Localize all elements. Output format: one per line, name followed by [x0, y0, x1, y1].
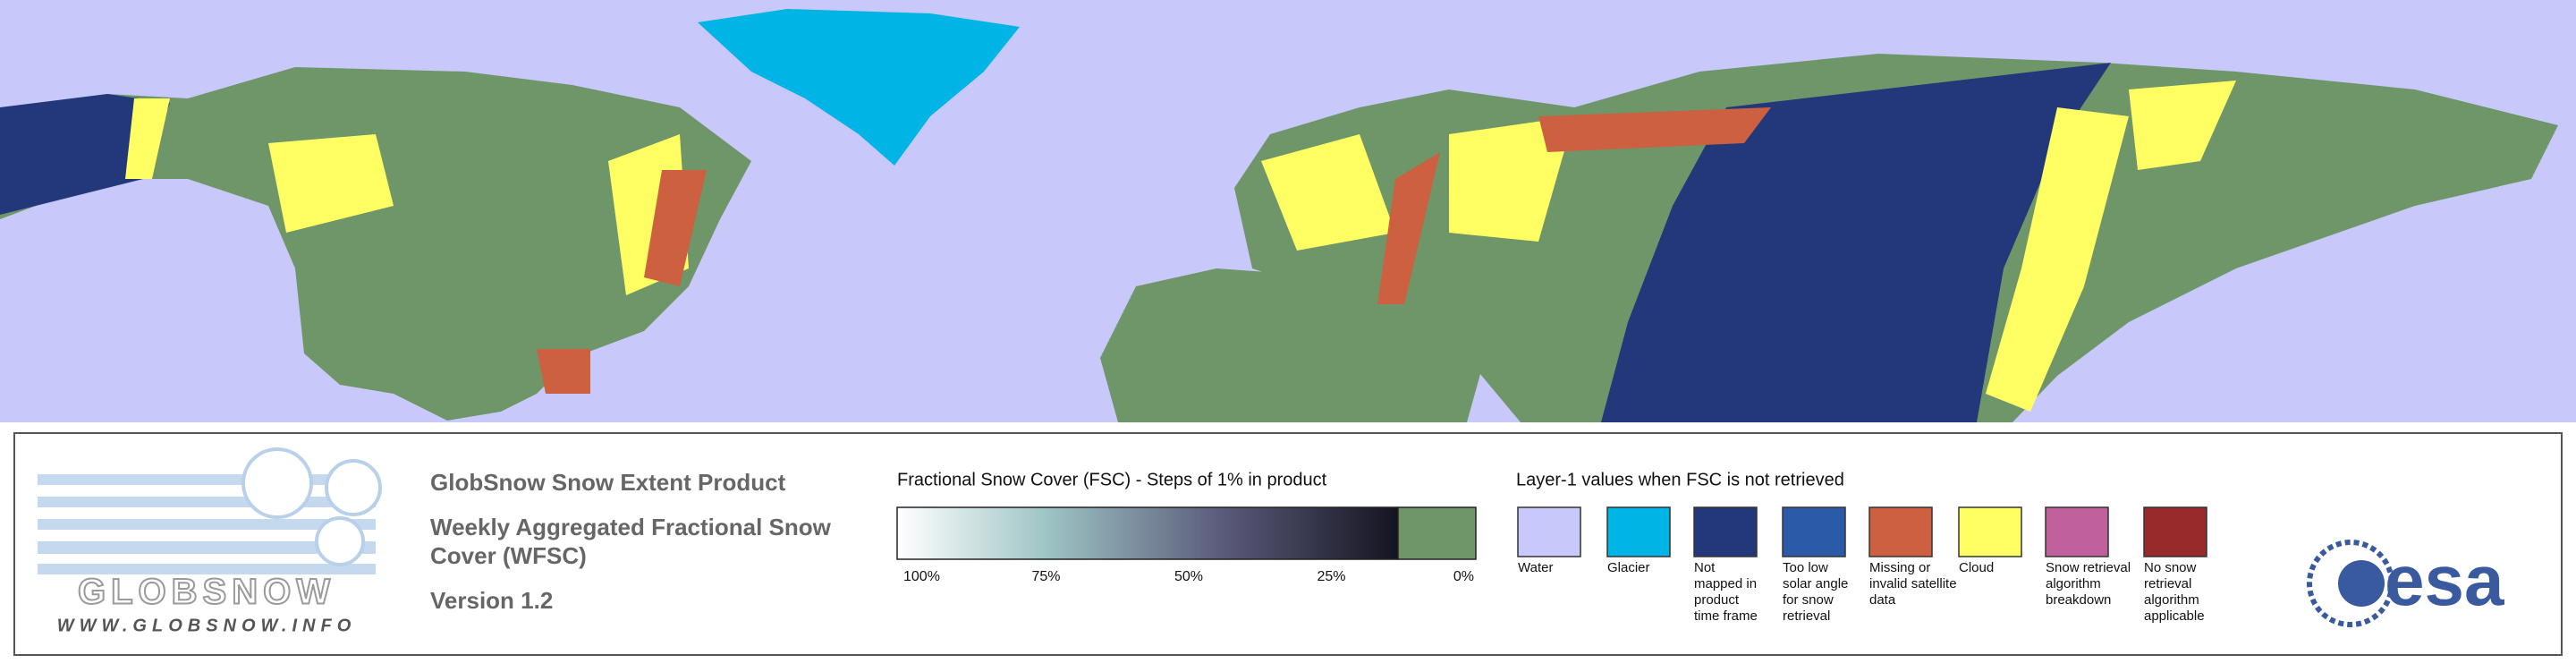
- logo-stripe: [38, 564, 376, 574]
- esa-wordmark: esa: [2385, 540, 2504, 620]
- product-subtitle: Weekly Aggregated Fractional Snow: [430, 514, 832, 540]
- legend-label: time frame: [1694, 608, 1758, 624]
- snowflake: [315, 516, 365, 566]
- legend-swatch: [2045, 506, 2109, 557]
- legend-label: No snow: [2144, 560, 2197, 575]
- legend-swatch: [1606, 506, 1671, 557]
- logo-stripe: [38, 519, 376, 530]
- missing-patches: [537, 107, 1771, 394]
- colorbar-tick-label: 75%: [1031, 569, 1060, 584]
- colorbar-ticks: 100% 75% 50% 25% 0%: [903, 569, 1474, 584]
- north-america: [0, 67, 751, 421]
- legend-label: Too low: [1783, 560, 1828, 575]
- legend-label: solar angle: [1783, 576, 1848, 591]
- not-mapped-swath: [1601, 63, 2111, 422]
- logo-name: GLOBSNOW: [78, 573, 335, 612]
- africa: [1100, 268, 1485, 422]
- legend-swatch: [1868, 506, 1933, 557]
- legend-label: product: [1694, 592, 1740, 608]
- legend-label: breakdown: [2046, 592, 2111, 608]
- legend-label: applicable: [2144, 608, 2205, 624]
- colorbar-tick-label: 25%: [1317, 569, 1345, 584]
- logo: GLOBSNOW WWW.GLOBSNOW.INFO: [38, 447, 382, 635]
- legend-label: Cloud: [1959, 560, 1994, 575]
- product-subtitle: Cover (WFSC): [430, 542, 587, 569]
- legend-swatch: [2143, 506, 2207, 557]
- alaska-dark: [0, 94, 170, 215]
- logo-url: WWW.GLOBSNOW.INFO: [57, 616, 357, 635]
- legend-label: invalid satellite: [1869, 576, 1957, 591]
- snowflake: [325, 459, 382, 516]
- colorbar-title: Fractional Snow Cover (FSC) - Steps of 1…: [897, 470, 1327, 489]
- logo-stripe: [38, 474, 376, 485]
- legend-label: Missing or: [1869, 560, 1930, 575]
- legend-label: mapped in: [1694, 576, 1757, 591]
- legend-label: Glacier: [1607, 560, 1650, 575]
- legend-label: Not: [1694, 560, 1716, 575]
- legend-label: algorithm: [2046, 576, 2101, 591]
- colorbar-zero: [1397, 506, 1477, 560]
- logo-stripe: [38, 541, 376, 554]
- product-version: Version 1.2: [430, 587, 553, 614]
- map: [0, 0, 2576, 422]
- legend-label: Water: [1518, 560, 1553, 575]
- colorbar-gradient: [896, 506, 1399, 560]
- legend-label: algorithm: [2144, 592, 2199, 608]
- legend-swatch: [1693, 506, 1758, 557]
- legend-swatch: [1517, 506, 1581, 557]
- esa-logo: esa: [2307, 540, 2504, 627]
- esa-emblem: [2338, 560, 2385, 607]
- logo-stripe: [38, 497, 376, 507]
- legend-swatch: [1958, 506, 2022, 557]
- colorbar-tick-label: 100%: [903, 569, 940, 584]
- legend-swatch: [1782, 506, 1846, 557]
- legend-label: retrieval: [2144, 576, 2191, 591]
- legend-label: data: [1869, 592, 1896, 608]
- legend-label: retrieval: [1783, 608, 1830, 624]
- colorbar-tick-label: 0%: [1453, 569, 1474, 584]
- esa-emblem: [2307, 540, 2394, 627]
- legend-label: for snow: [1783, 592, 1834, 608]
- product-title: GlobSnow Snow Extent Product: [430, 469, 786, 496]
- layer-legend-title: Layer-1 values when FSC is not retrieved: [1516, 470, 1844, 489]
- greenland: [698, 9, 1020, 166]
- snowflake: [242, 447, 313, 519]
- cloud-patches: [125, 81, 2236, 412]
- colorbar-tick-label: 50%: [1174, 569, 1203, 584]
- legend-label: Snow retrieval: [2046, 560, 2131, 575]
